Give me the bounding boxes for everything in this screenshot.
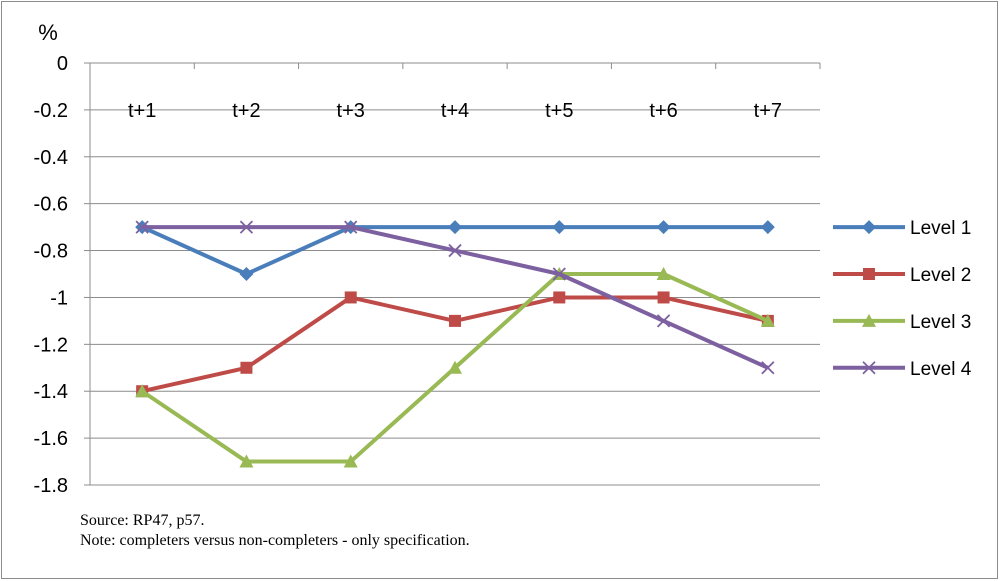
data-point (448, 360, 462, 374)
data-point (760, 313, 775, 327)
legend-item: Level 2 (833, 265, 971, 286)
gridlines (90, 62, 820, 486)
y-tick-label: -1.6 (34, 428, 68, 450)
legend-marker (862, 361, 876, 375)
data-point (656, 267, 671, 280)
legend-marker (863, 268, 875, 280)
legend-label: Level 2 (910, 265, 971, 286)
data-point (448, 220, 462, 235)
y-tick-label: -1.4 (34, 381, 68, 403)
y-tick-label: -1.2 (34, 334, 68, 356)
y-tick-labels: 0 -0.2 -0.4 -0.6 -0.8 -1 -1.2 -1.4 -1.6 -1.8 (34, 53, 68, 497)
legend-item: Level 4 (833, 359, 972, 380)
data-point (552, 220, 567, 235)
legend-label: Level 1 (910, 218, 971, 239)
data-point (240, 361, 253, 374)
y-unit-label: % (38, 20, 58, 45)
y-tick-label: -0.6 (34, 194, 68, 216)
source-note: Source: RP47, p57. (80, 512, 205, 529)
data-point (344, 291, 357, 304)
legend-item: Level 1 (833, 218, 971, 239)
x-category-label: t+3 (337, 100, 365, 122)
data-point (761, 361, 775, 375)
axes (84, 62, 821, 486)
legend-item: Level 3 (833, 312, 971, 333)
y-tick-label: -1.8 (34, 475, 68, 497)
data-point (239, 267, 254, 281)
data-point (343, 454, 358, 468)
data-point (239, 454, 254, 468)
data-point (552, 267, 566, 281)
y-tick-label: 0 (57, 53, 68, 75)
data-point (344, 220, 358, 234)
data-point (449, 314, 461, 327)
legend-marker (862, 220, 876, 235)
data-point (448, 243, 462, 258)
data-point (553, 291, 566, 304)
x-category-label: t+5 (545, 100, 573, 122)
data-point (760, 220, 775, 235)
legend-marker (862, 313, 876, 327)
x-category-label: t+2 (232, 100, 260, 122)
legend-label: Level 3 (910, 312, 971, 333)
legend: Level 1 Level 2 Level 3 Level 4 (833, 218, 972, 380)
x-category-label: t+6 (649, 100, 677, 122)
data-point (239, 220, 254, 234)
legend-label: Level 4 (910, 359, 972, 380)
series-1 (135, 220, 775, 281)
y-tick-label: -1 (50, 287, 68, 309)
x-category-label: t+7 (754, 100, 782, 122)
x-category-label: t+1 (128, 100, 156, 122)
series-4 (135, 220, 775, 375)
series-2 (136, 291, 774, 398)
data-point (135, 384, 150, 398)
data-point (656, 220, 671, 235)
x-category-labels: t+1 t+2 t+3 t+4 t+5 t+6 t+7 (128, 100, 782, 122)
y-tick-label: -0.2 (34, 100, 68, 122)
x-category-label: t+4 (441, 100, 469, 122)
data-point (135, 220, 149, 234)
series-group (135, 220, 775, 468)
data-point (657, 291, 670, 304)
specification-note: Note: completers versus non-completers -… (80, 532, 470, 549)
data-point (656, 314, 671, 328)
y-tick-label: -0.8 (34, 241, 68, 263)
y-tick-label: -0.4 (34, 147, 68, 169)
